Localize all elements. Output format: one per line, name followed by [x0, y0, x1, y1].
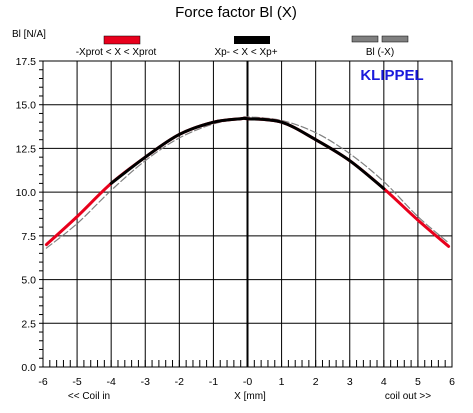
- y-tick-label-6: 15.0: [16, 100, 37, 112]
- legend-swatch-series-1: [103, 35, 141, 45]
- x-tick-label-1: -5: [72, 376, 81, 388]
- legend-swatch-series-3-a: [351, 35, 379, 43]
- y-tick-label-5: 12.5: [16, 143, 37, 155]
- y-tick-label-0: 0.0: [21, 362, 36, 374]
- legend-label-series-3: Bl (-X): [366, 47, 394, 58]
- y-tick-labels: 0.0 2.5 5.0 7.5 10.0 12.5 15.0 17.5: [16, 56, 37, 374]
- x-tick-label-2: -4: [106, 376, 115, 388]
- x-tick-labels: -6 -5 -4 -3 -2 -1 -0 1 2 3 4 5 6: [38, 376, 455, 388]
- x-tick-label-7: 1: [279, 376, 285, 388]
- y-axis-label: Bl [N/A]: [12, 29, 46, 40]
- series-layer: [44, 116, 451, 249]
- legend-swatch-series-3-b: [381, 35, 409, 43]
- coil-in-note: << Coil in: [68, 391, 110, 402]
- y-tick-label-7: 17.5: [16, 56, 37, 68]
- legend-swatch-series-2: [234, 36, 270, 44]
- y-tick-label-3: 7.5: [21, 231, 36, 243]
- x-tick-label-0: -6: [38, 376, 47, 388]
- x-tick-label-10: 4: [381, 376, 387, 388]
- series-line-2: [109, 116, 386, 191]
- legend-label-series-2: Xp- < X < Xp+: [214, 47, 277, 58]
- y-tick-label-1: 2.5: [21, 318, 36, 330]
- y-tick-label-4: 10.0: [16, 187, 37, 199]
- x-tick-label-6: -0: [243, 376, 252, 388]
- chart-title: Force factor Bl (X): [175, 4, 297, 21]
- x-tick-label-4: -2: [175, 376, 184, 388]
- plot-frame: [42, 60, 453, 368]
- x-tick-label-9: 3: [347, 376, 353, 388]
- grid: [42, 60, 453, 368]
- brand-logo: KLIPPEL: [360, 67, 423, 84]
- minor-ticks: [39, 60, 453, 368]
- legend-label-series-1: -Xprot < X < Xprot: [76, 47, 157, 58]
- x-tick-label-3: -3: [141, 376, 150, 388]
- x-tick-label-12: 6: [449, 376, 455, 388]
- coil-out-note: coil out >>: [385, 391, 431, 402]
- legend: -Xprot < X < Xprot Xp- < X < Xp+ Bl (-X): [76, 35, 409, 58]
- x-axis-label: X [mm]: [234, 391, 266, 402]
- x-tick-label-11: 5: [415, 376, 421, 388]
- x-tick-label-5: -1: [209, 376, 218, 388]
- y-tick-label-2: 5.0: [21, 275, 36, 287]
- x-tick-label-8: 2: [313, 376, 319, 388]
